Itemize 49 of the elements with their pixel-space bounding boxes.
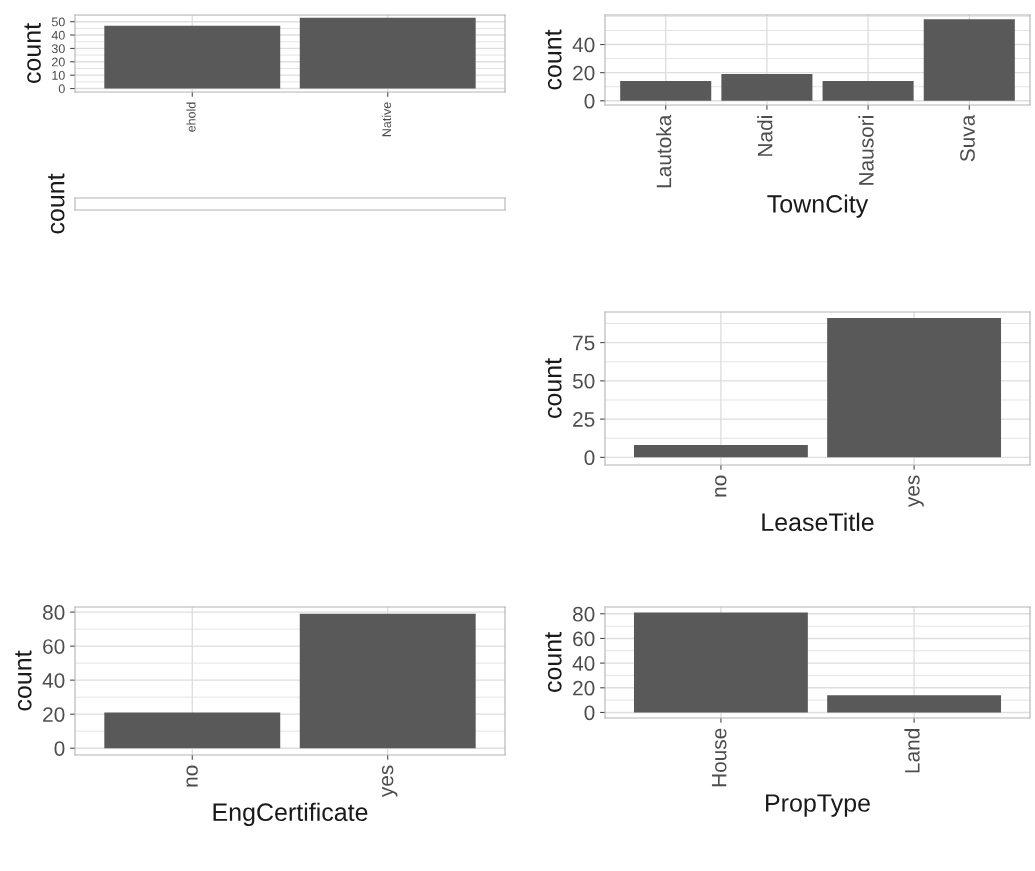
y-tick-label: 40 bbox=[572, 37, 595, 53]
x-axis-title: LeaseTitle bbox=[762, 512, 874, 532]
y-tick-label: 25 bbox=[573, 412, 595, 427]
y-tick-label: 40 bbox=[51, 30, 65, 40]
y-tick-label: 20 bbox=[52, 57, 65, 67]
x-tick-label: ehold bbox=[186, 102, 196, 132]
y-tick-label: 0 bbox=[584, 93, 595, 109]
x-axis-title: EngCertificate bbox=[213, 802, 368, 826]
y-tick-label: 20 bbox=[573, 65, 595, 81]
y-tick-label: 50 bbox=[51, 17, 65, 27]
x-axis-title: TownCity bbox=[767, 194, 869, 218]
y-tick-label: 60 bbox=[573, 631, 595, 647]
y-tick-label: 0 bbox=[584, 705, 595, 721]
y-tick-label: 40 bbox=[42, 673, 65, 688]
bar bbox=[721, 74, 813, 101]
y-tick-label: 75 bbox=[573, 335, 595, 351]
x-tick-label: yes bbox=[908, 475, 924, 508]
x-tick-label: Native bbox=[381, 102, 392, 137]
x-axis-title: PropType bbox=[766, 794, 870, 817]
y-axis-title: count bbox=[545, 632, 562, 693]
y-axis-title: count bbox=[24, 23, 41, 84]
bar bbox=[620, 81, 712, 101]
y-tick-label: 50 bbox=[572, 373, 595, 389]
bar bbox=[923, 19, 1015, 101]
y-tick-label: 80 bbox=[573, 606, 595, 622]
y-tick-label: 0 bbox=[584, 450, 595, 466]
y-tick-label: 20 bbox=[43, 707, 65, 722]
x-tick-label: Nadi bbox=[757, 116, 773, 156]
x-tick-label: Lautoka bbox=[656, 114, 672, 188]
y-tick-label: 0 bbox=[54, 741, 65, 756]
x-tick-label: no bbox=[715, 475, 727, 497]
x-tick-label: Land bbox=[904, 729, 920, 773]
y-tick-label: 20 bbox=[573, 680, 595, 696]
x-tick-label: no bbox=[186, 765, 198, 787]
y-tick-label: 10 bbox=[52, 70, 65, 80]
y-axis-title: count bbox=[15, 650, 32, 711]
bar bbox=[822, 81, 914, 101]
x-tick-label: yes bbox=[381, 765, 398, 798]
y-tick-label: 40 bbox=[572, 656, 595, 671]
x-tick-label: Suva bbox=[960, 114, 975, 162]
x-tick-label: Nausori bbox=[858, 116, 874, 185]
y-tick-label: 60 bbox=[43, 639, 65, 654]
x-tick-label: House bbox=[711, 728, 727, 787]
y-axis-title: count bbox=[545, 29, 562, 90]
y-tick-label: 30 bbox=[51, 44, 65, 54]
y-axis-title: count bbox=[545, 358, 562, 419]
text: count bbox=[48, 173, 65, 234]
y-tick-label: 0 bbox=[58, 84, 65, 94]
y-tick-label: 80 bbox=[43, 605, 65, 620]
